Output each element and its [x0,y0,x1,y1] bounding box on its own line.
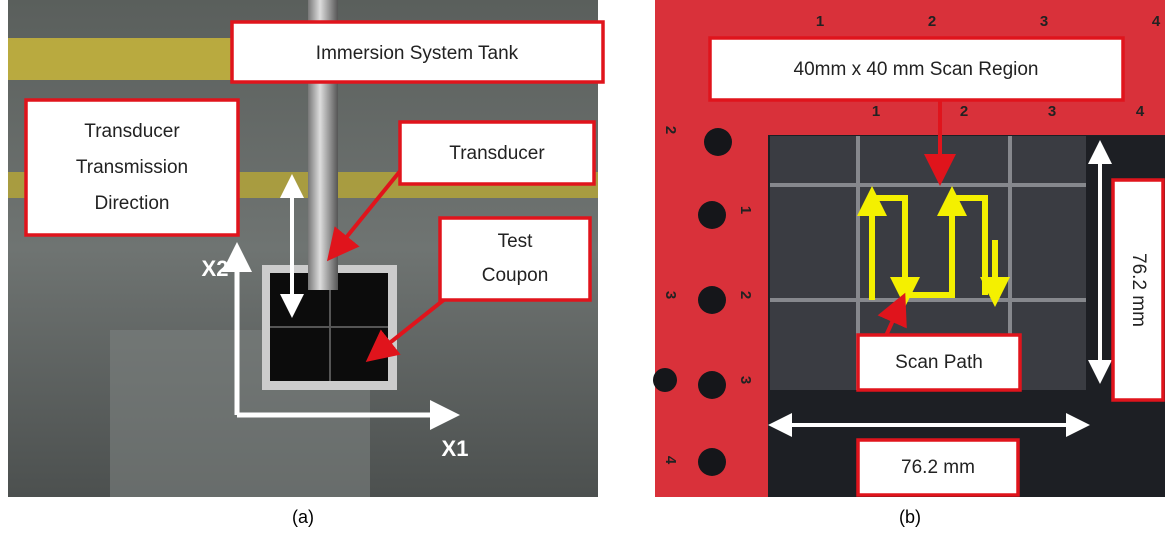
label: 40mm x 40 mm Scan Region [794,59,1039,80]
figure: X2 X1 Immersion System Tank Transducer T… [0,0,1173,534]
label-line: Direction [95,193,170,214]
caption: (a) [292,507,314,527]
ruler-number: 2 [737,291,754,299]
label: Immersion System Tank [316,43,519,64]
label-line: Test [498,231,534,252]
ruler-number: 1 [872,103,880,120]
caption: (b) [899,507,921,527]
label-line: Transducer [84,121,180,142]
ruler-number: 3 [1040,13,1048,30]
ruler-number: 4 [662,456,679,465]
label: 76.2 mm [901,457,975,478]
panel-b: 123451234234123 40mm x 40 mm Scan Region… [653,0,1173,527]
panel-a: X2 X1 Immersion System Tank Transducer T… [8,0,603,527]
ruler-number: 3 [662,291,679,299]
label-line: Transmission [76,157,188,178]
axis-label: X2 [202,256,229,281]
ruler-number: 3 [737,376,754,384]
label-line: Coupon [482,265,549,286]
axis-label: X1 [442,436,469,461]
label: 76.2 mm [1128,253,1149,327]
ruler-number: 2 [928,13,936,30]
ruler-number: 4 [1136,103,1145,120]
ruler-number: 4 [1152,13,1161,30]
ruler-number: 1 [816,13,824,30]
ruler-number: 2 [662,126,679,134]
ruler-number: 3 [1048,103,1056,120]
ruler-number: 2 [960,103,968,120]
label: Transducer [449,143,545,164]
label: Scan Path [895,352,983,373]
ruler-number: 1 [737,206,754,214]
